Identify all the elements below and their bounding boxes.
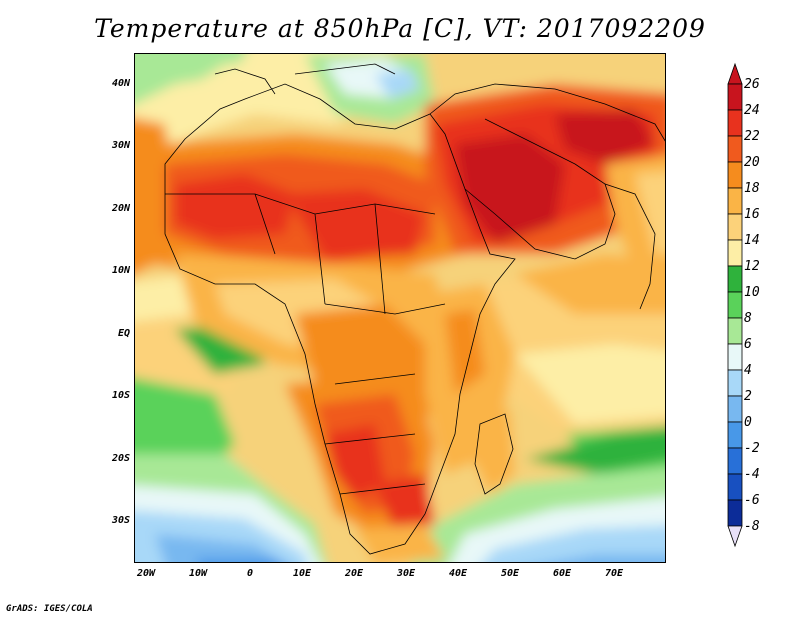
lat-label: 40N [111,78,130,89]
colorbar-segment [727,265,743,293]
colorbar-tick-label: 0 [744,415,752,430]
colorbar [727,62,743,548]
colorbar-tick-label: 12 [744,259,760,274]
temperature-map [134,53,666,563]
colorbar-tick-label: 8 [744,311,752,326]
colorbar-tick-label: -6 [744,493,760,508]
lat-label: 20N [111,203,130,214]
colorbar-segment [727,135,743,163]
colorbar-segment [727,83,743,111]
colorbar-tick-label: 24 [744,103,760,118]
colorbar-tick-label: 6 [744,337,752,352]
lon-label: 50E [500,568,520,579]
colorbar-segment [727,499,743,527]
lon-label: 10W [188,568,208,579]
colorbar-tick-label: 18 [744,181,760,196]
colorbar-segment [727,187,743,215]
lon-label: 0 [246,568,254,579]
lon-label: 20W [136,568,156,579]
colorbar-segment [727,239,743,267]
colorbar-tick-label: 26 [744,77,760,92]
coastlines [164,63,665,555]
lon-label: 30E [396,568,416,579]
credit-text: GrADS: IGES/COLA [6,604,93,614]
colorbar-tick-label: 20 [744,155,760,170]
colorbar-tick-label: 4 [744,363,752,378]
colorbar-tick-label: -4 [744,467,760,482]
colorbar-tick-label: -8 [744,519,760,534]
lat-label: 30N [111,140,130,151]
colorbar-segment [727,291,743,319]
colorbar-tick-label: 14 [744,233,760,248]
colorbar-tick-label: 22 [744,129,760,144]
colorbar-bottom-arrow [727,525,743,548]
lon-label: 60E [552,568,572,579]
colorbar-segments [727,62,743,548]
colorbar-tick-label: 10 [744,285,760,300]
colorbar-tick-label: 2 [744,389,752,404]
map-canvas [135,54,665,562]
lon-label: 20E [344,568,364,579]
colorbar-segment [727,317,743,345]
colorbar-tick-label: -2 [744,441,760,456]
colorbar-segment [727,421,743,449]
colorbar-segment [727,343,743,371]
lat-label: 30S [111,515,130,526]
lat-label: 20S [111,453,130,464]
colorbar-segment [727,395,743,423]
colorbar-tick-label: 16 [744,207,760,222]
lon-label: 10E [292,568,312,579]
lat-label: 10S [111,390,130,401]
colorbar-top-arrow [727,62,743,85]
colorbar-segment [727,161,743,189]
colorbar-segment [727,447,743,475]
lat-label: EQ [117,328,130,339]
lon-label: 40E [448,568,468,579]
colorbar-segment [727,213,743,241]
colorbar-segment [727,473,743,501]
colorbar-segment [727,369,743,397]
lat-label: 10N [111,265,130,276]
lon-label: 70E [604,568,624,579]
map-title: Temperature at 850hPa [C], VT: 201709220… [94,14,706,43]
colorbar-segment [727,109,743,137]
temperature-field [135,54,665,562]
